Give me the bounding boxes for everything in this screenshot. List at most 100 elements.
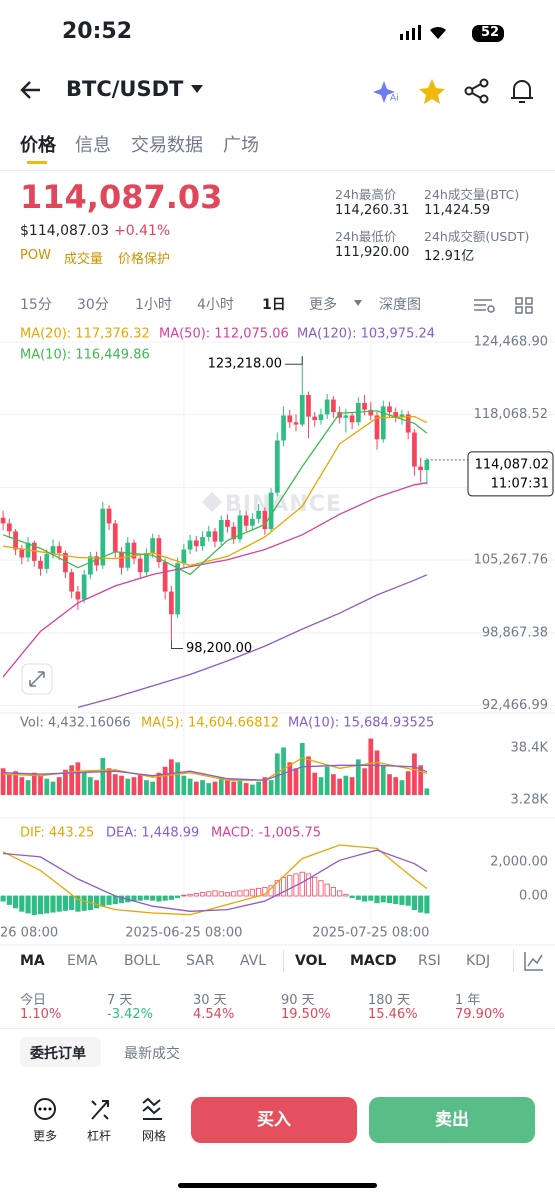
indicator-line (3, 764, 428, 781)
volume-bar (231, 781, 237, 795)
stat-label: 24h最低价 (335, 229, 397, 244)
volume-bar (6, 774, 12, 795)
macd-bar (31, 895, 37, 916)
volume-bar (75, 762, 81, 795)
volume-bar (181, 775, 187, 795)
tag[interactable]: 价格保护 (118, 252, 171, 267)
interval-icons[interactable] (350, 296, 550, 314)
volume-bar (380, 765, 386, 795)
candle-body (318, 414, 324, 421)
action-icons[interactable] (30, 1097, 170, 1123)
volume-bar (156, 772, 162, 795)
interval[interactable]: 更多 (309, 297, 337, 313)
volume-bar (368, 738, 374, 795)
legend-entry: MA(50): 112,075.06 (159, 327, 289, 342)
macd-bar (287, 875, 293, 897)
indicator[interactable]: SAR (186, 953, 215, 969)
buy-button[interactable]: 买入 (191, 1097, 357, 1143)
annotation-line (285, 356, 303, 365)
indicator-settings[interactable] (523, 950, 545, 972)
candle-body (106, 508, 112, 524)
order-tab[interactable]: 最新成交 (124, 1046, 180, 1062)
interval[interactable]: 15分 (20, 297, 52, 313)
candle-body (331, 399, 336, 413)
macd-bar (44, 895, 50, 914)
indicator[interactable]: AVL (240, 953, 267, 969)
sell-button[interactable]: 卖出 (369, 1097, 535, 1143)
price-box (467, 451, 554, 497)
candle-body (75, 591, 81, 600)
volume-bar (137, 774, 143, 795)
perf-label: 今日 (20, 993, 47, 1008)
volume-bar (150, 781, 156, 795)
pair-caret[interactable] (190, 84, 204, 94)
header-icons[interactable]: Ai (372, 76, 542, 106)
divider (283, 950, 284, 972)
candle-body (399, 414, 405, 417)
volume-bar (424, 788, 430, 795)
candle-body (218, 519, 224, 542)
volume-bar (362, 768, 367, 795)
candle-body (162, 562, 168, 592)
indicator[interactable]: RSI (418, 953, 441, 969)
tab[interactable]: 信息 (75, 135, 111, 156)
indicator[interactable]: EMA (67, 953, 98, 969)
candle-body (38, 560, 43, 569)
action-label[interactable]: 更多 (32, 1129, 57, 1143)
interval[interactable]: 1日 (262, 297, 286, 313)
candle-body (187, 540, 193, 550)
candle-body (343, 415, 349, 418)
indicator[interactable]: MACD (350, 953, 397, 969)
candle-body (112, 523, 118, 552)
interval[interactable]: 深度图 (379, 297, 421, 313)
indicator[interactable]: MA (20, 953, 45, 969)
indicator[interactable]: VOL (295, 953, 327, 969)
interval[interactable]: 30分 (77, 297, 109, 313)
x-tick-label: 2025-06-25 08:00 (125, 926, 242, 941)
macd-bar (299, 871, 305, 897)
volume-bar (81, 772, 87, 795)
tab[interactable]: 价格 (20, 135, 56, 156)
indicator[interactable]: KDJ (466, 953, 491, 969)
x-tick-label: 2025-07-25 08:00 (312, 926, 429, 941)
macd-bar (380, 895, 386, 903)
candle-body (299, 395, 305, 425)
volume-bar (56, 777, 62, 795)
macd-bar (137, 895, 143, 901)
action-label[interactable]: 杠杆 (86, 1129, 111, 1143)
action-label[interactable]: 网格 (141, 1129, 166, 1143)
legend-entry: MACD: -1,005.75 (211, 826, 321, 841)
order-tab[interactable]: 委托订单 (30, 1046, 86, 1062)
legend-entry: MA(120): 103,975.24 (297, 327, 435, 342)
perf-value: 1.10% (20, 1007, 62, 1022)
volume-bar (50, 781, 56, 795)
candle-body (405, 414, 411, 433)
pair-title[interactable]: BTC/USDT (66, 77, 184, 101)
perf-label: 30 天 (193, 993, 227, 1008)
macd-bar (150, 895, 156, 901)
macd-bar (393, 895, 399, 905)
volume-bar (355, 759, 361, 795)
macd-bar (318, 880, 324, 897)
interval[interactable]: 1小时 (135, 297, 172, 313)
macd-bar (100, 895, 106, 907)
macd-bar (343, 893, 349, 897)
macd-bar (424, 895, 430, 914)
macd-bar (69, 895, 75, 910)
tab[interactable]: 交易数据 (131, 135, 203, 156)
volume-bar (343, 775, 349, 795)
indicator[interactable]: BOLL (124, 953, 160, 969)
macd-bar (355, 895, 361, 900)
macd-bar (399, 895, 405, 905)
volume-bar (374, 750, 380, 795)
tag[interactable]: 成交量 (64, 252, 104, 267)
volume-bar (256, 781, 261, 795)
legend-entry: DIF: 443.25 (20, 826, 94, 841)
tag[interactable]: POW (20, 248, 51, 263)
back-button[interactable] (18, 78, 44, 102)
macd-bar (337, 890, 343, 897)
volume-bar (324, 766, 330, 795)
macd-bar (143, 895, 150, 900)
tab[interactable]: 广场 (223, 135, 259, 156)
interval[interactable]: 4小时 (197, 297, 234, 313)
